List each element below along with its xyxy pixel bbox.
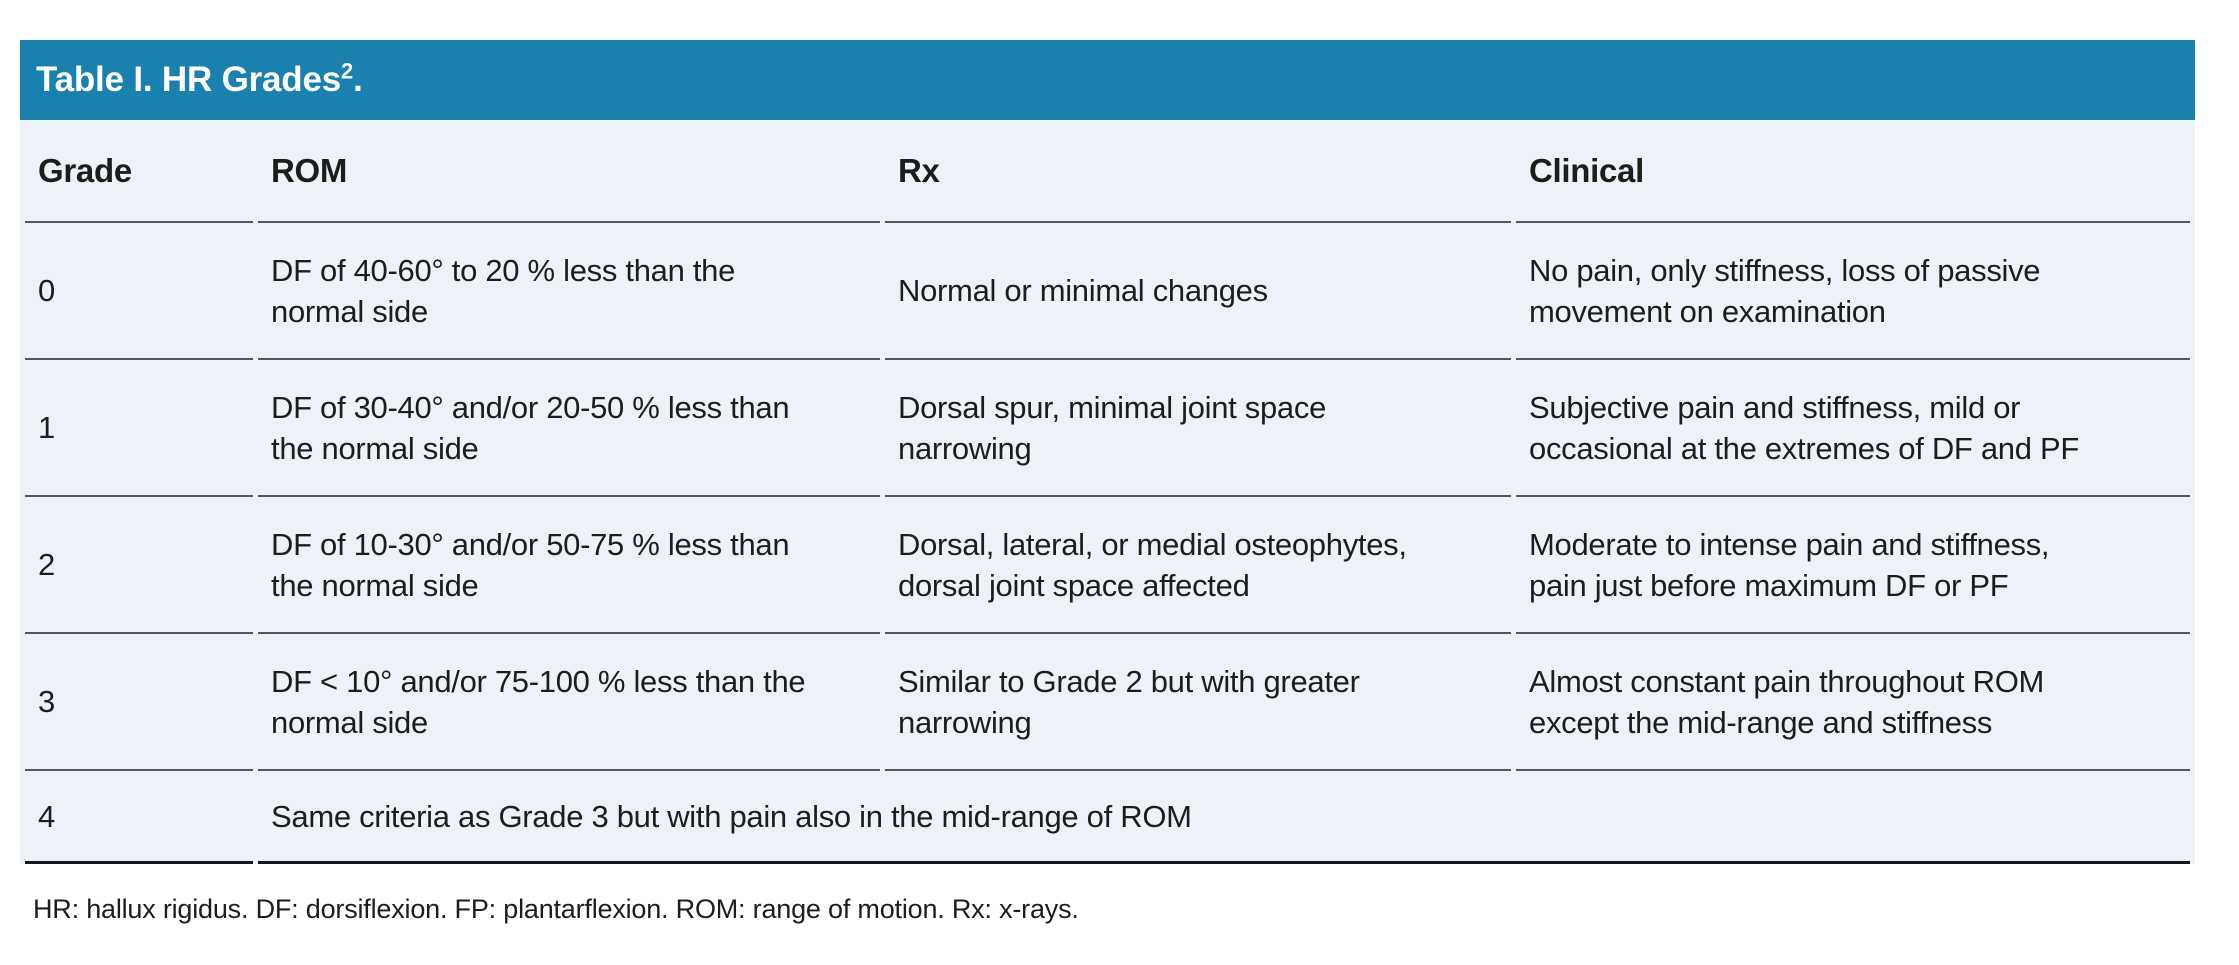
cell-spanning-criteria: Same criteria as Grade 3 but with pain a… [258, 771, 2190, 864]
cell-clinical: Moderate to intense pain and stiffness, … [1516, 497, 2190, 634]
cell-rom: DF < 10° and/or 75-100 % less than the n… [258, 634, 880, 771]
cell-clinical: Almost constant pain throughout ROM exce… [1516, 634, 2190, 771]
table-row-grade-0: 0 DF of 40-60° to 20 % less than the nor… [25, 223, 2190, 360]
cell-rom: DF of 10-30° and/or 50-75 % less than th… [258, 497, 880, 634]
table-row-grade-4: 4 Same criteria as Grade 3 but with pain… [25, 771, 2190, 864]
abbreviations-footnote: HR: hallux rigidus. DF: dorsiflexion. FP… [33, 894, 1079, 924]
table-title: Table I. HR Grades2. [36, 60, 363, 100]
cell-grade: 0 [25, 223, 253, 360]
cell-grade: 1 [25, 360, 253, 497]
table-figure: Table I. HR Grades2. Grade ROM Rx Clinic… [20, 40, 2195, 925]
cell-rx: Dorsal, lateral, or medial osteophytes, … [885, 497, 1511, 634]
cell-rx: Normal or minimal changes [885, 223, 1511, 360]
cell-clinical: Subjective pain and stiffness, mild or o… [1516, 360, 2190, 497]
table-title-period: . [353, 60, 363, 99]
table-header-row: Grade ROM Rx Clinical [25, 120, 2190, 223]
cell-rom: DF of 40-60° to 20 % less than the norma… [258, 223, 880, 360]
table-row-grade-2: 2 DF of 10-30° and/or 50-75 % less than … [25, 497, 2190, 634]
table-title-main: Table I. HR Grades [36, 60, 342, 99]
cell-grade: 4 [25, 771, 253, 864]
cell-grade: 3 [25, 634, 253, 771]
column-header-clinical: Clinical [1516, 120, 2190, 223]
cell-rx: Dorsal spur, minimal joint space narrowi… [885, 360, 1511, 497]
cell-rx: Similar to Grade 2 but with greater narr… [885, 634, 1511, 771]
cell-clinical: No pain, only stiffness, loss of passive… [1516, 223, 2190, 360]
cell-rom: DF of 30-40° and/or 20-50 % less than th… [258, 360, 880, 497]
table-row-grade-1: 1 DF of 30-40° and/or 20-50 % less than … [25, 360, 2190, 497]
column-header-grade: Grade [25, 120, 253, 223]
hr-grades-table: Grade ROM Rx Clinical 0 DF of 40-60° to … [20, 120, 2195, 864]
table-row-grade-3: 3 DF < 10° and/or 75-100 % less than the… [25, 634, 2190, 771]
cell-grade: 2 [25, 497, 253, 634]
table-title-citation-superscript: 2 [341, 58, 354, 84]
table-title-bar: Table I. HR Grades2. [20, 40, 2195, 120]
column-header-rom: ROM [258, 120, 880, 223]
column-header-rx: Rx [885, 120, 1511, 223]
